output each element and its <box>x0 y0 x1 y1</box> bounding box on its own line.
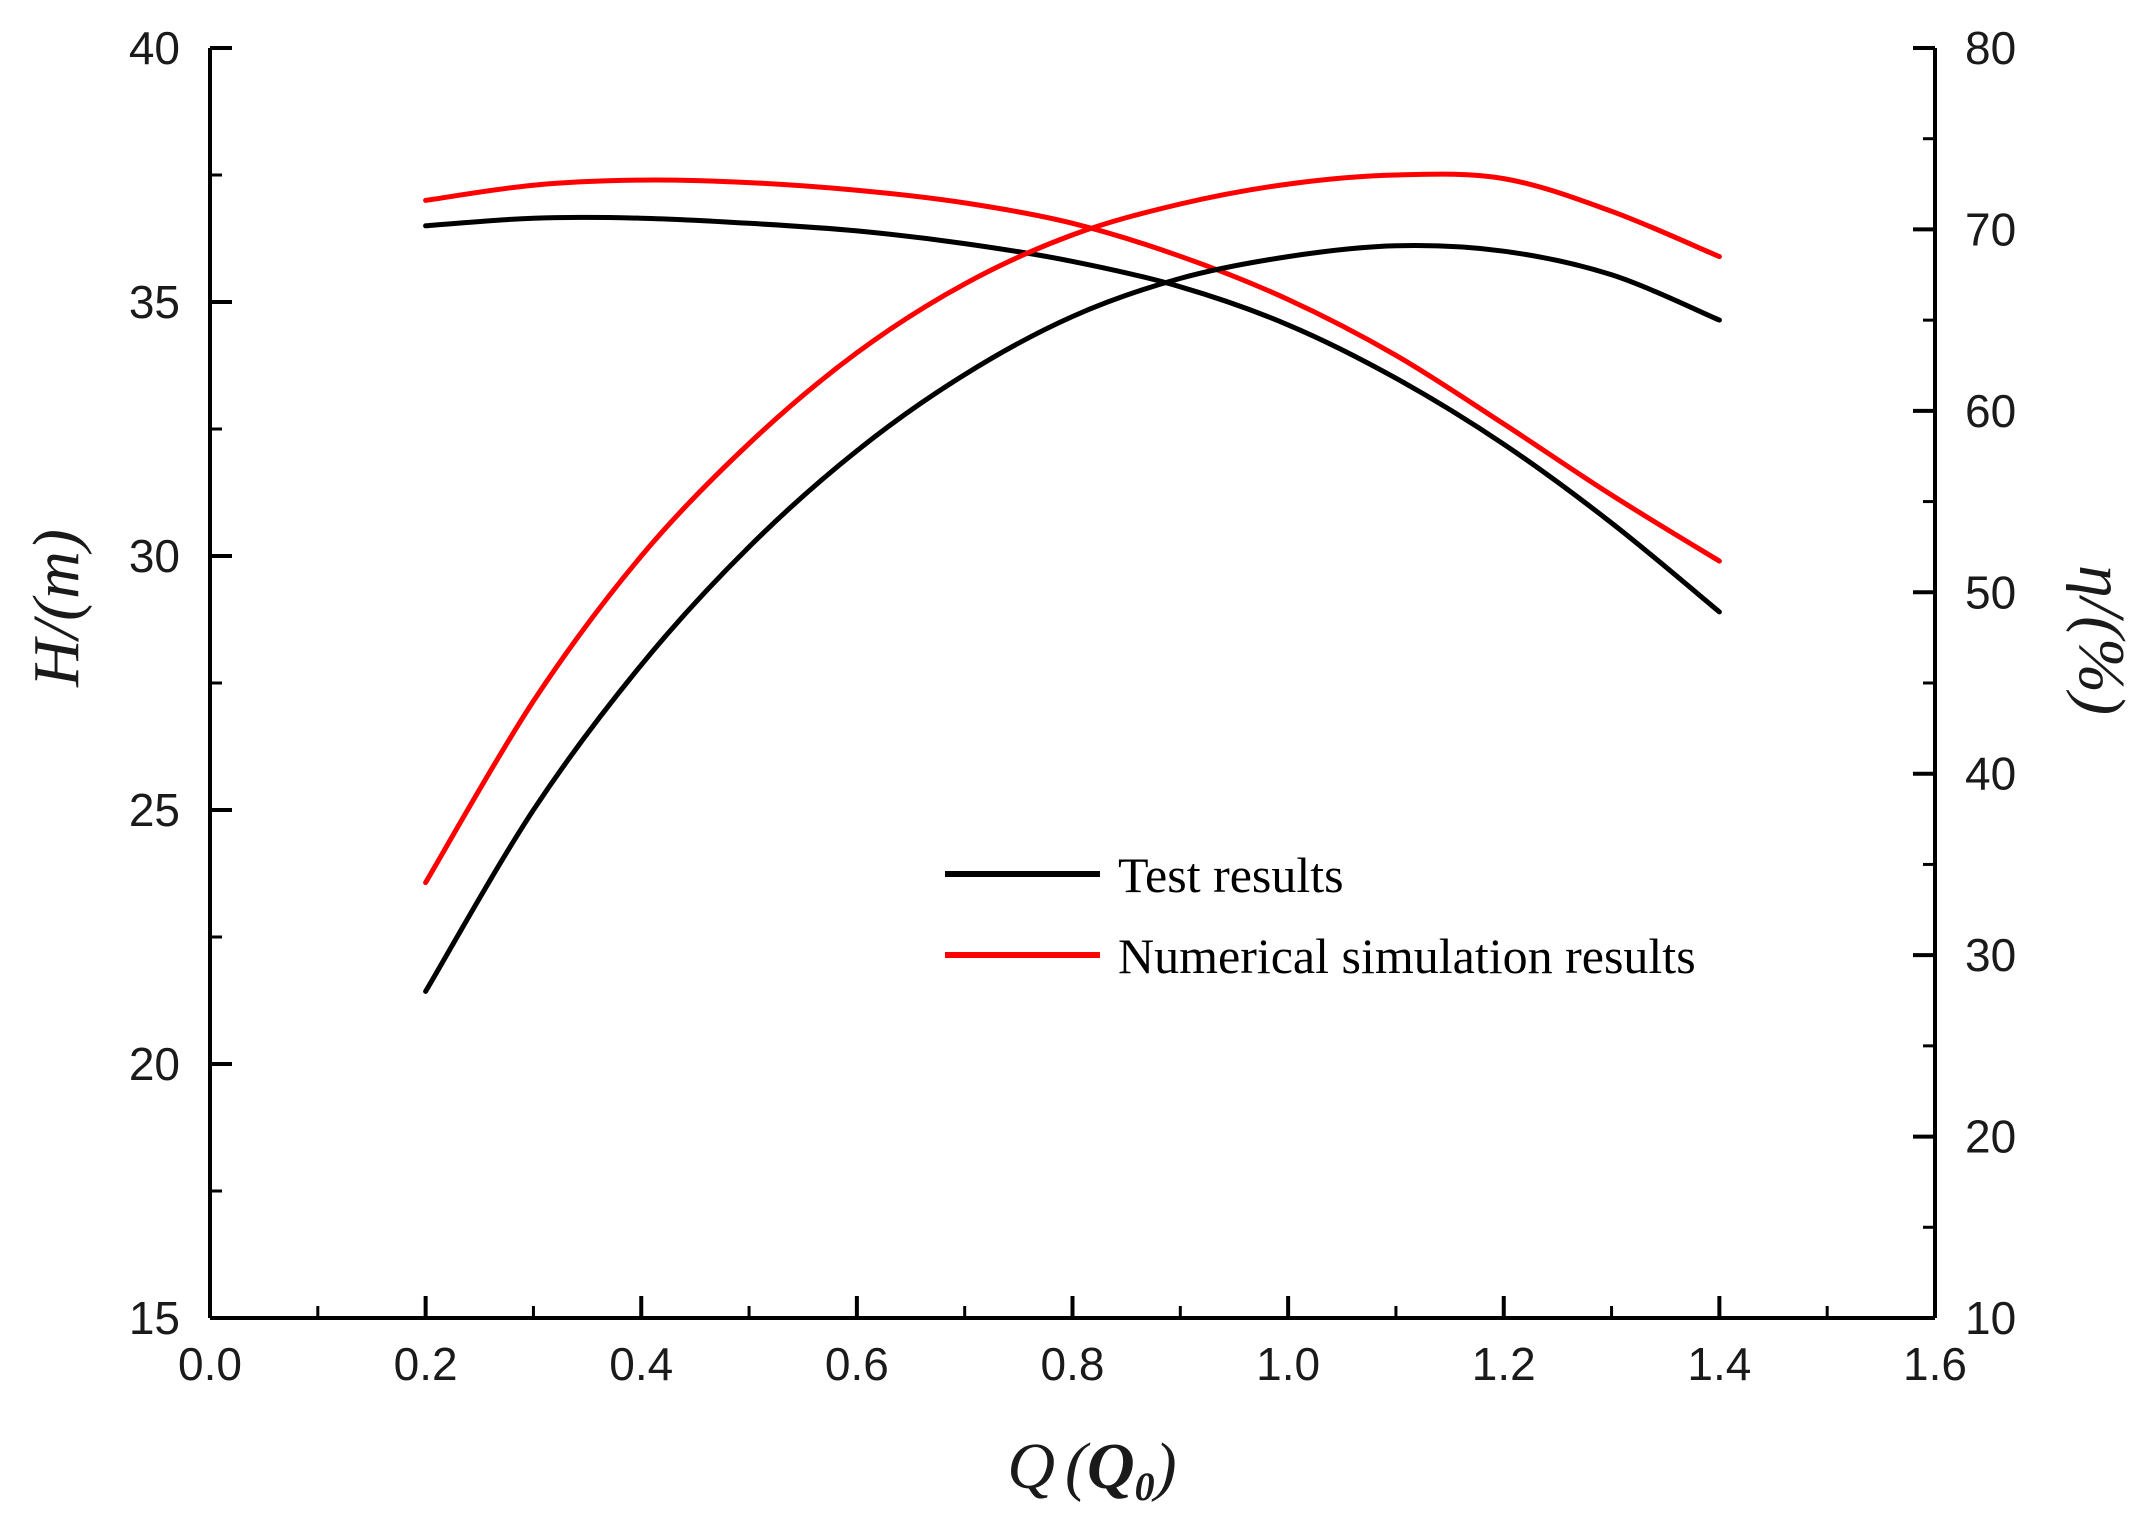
y-right-tick-label: 70 <box>1965 203 2016 255</box>
x-axis-title-subscript: 0 <box>1135 1464 1155 1509</box>
series-line-test-results-efficiency <box>423 243 1722 994</box>
x-tick-label: 0.6 <box>825 1338 889 1390</box>
y-right-tick-label: 50 <box>1965 566 2016 618</box>
series-line-numerical-simulation-results-efficiency <box>423 171 1722 886</box>
legend: Test results Numerical simulation result… <box>945 847 1696 984</box>
x-tick-label: 1.0 <box>1256 1338 1320 1390</box>
x-axis-title-main: Q <box>1007 1430 1055 1503</box>
y-right-tick-label: 40 <box>1965 748 2016 800</box>
series-line-test-results <box>423 214 1722 615</box>
y-right-tick-label: 30 <box>1965 929 2016 981</box>
x-tick-label: 0.4 <box>609 1338 673 1390</box>
x-tick-label: 0.0 <box>178 1338 242 1390</box>
y-left-tick-label: 20 <box>129 1038 180 1090</box>
x-tick-label: 0.2 <box>394 1338 458 1390</box>
y-left-tick-label: 40 <box>129 22 180 74</box>
y-right-tick-label: 80 <box>1965 22 2016 74</box>
x-axis-title: Q (Q0) <box>1007 1430 1176 1509</box>
x-tick-label: 0.8 <box>1041 1338 1105 1390</box>
y-left-tick-label: 30 <box>129 530 180 582</box>
series-lines <box>423 171 1722 994</box>
series-line-numerical-simulation-results <box>423 177 1722 564</box>
ticks: 0.0 0.2 0.4 0.6 0.8 1.0 1.2 1.4 1.6 15 20 25 30 35 40 1… <box>129 22 2016 1390</box>
y-left-axis-title: H/(m) <box>20 529 93 688</box>
y-right-tick-label: 60 <box>1965 385 2016 437</box>
x-axis-title-paren-close: ) <box>1151 1430 1177 1503</box>
x-tick-label: 1.4 <box>1687 1338 1751 1390</box>
legend-label-test: Test results <box>1118 847 1344 903</box>
x-axis-title-sub-base: Q <box>1087 1430 1135 1503</box>
y-right-tick-label: 20 <box>1965 1111 2016 1163</box>
legend-label-simulation: Numerical simulation results <box>1118 928 1696 984</box>
y-left-tick-label: 35 <box>129 276 180 328</box>
x-tick-label: 1.6 <box>1903 1338 1967 1390</box>
y-left-tick-label: 15 <box>129 1292 180 1344</box>
x-tick-label: 1.2 <box>1472 1338 1536 1390</box>
y-right-tick-label: 10 <box>1965 1292 2016 1344</box>
y-left-tick-label: 25 <box>129 784 180 836</box>
y-right-axis-title: η/(%) <box>2065 565 2138 715</box>
x-axis-title-paren-open: ( <box>1065 1430 1091 1503</box>
